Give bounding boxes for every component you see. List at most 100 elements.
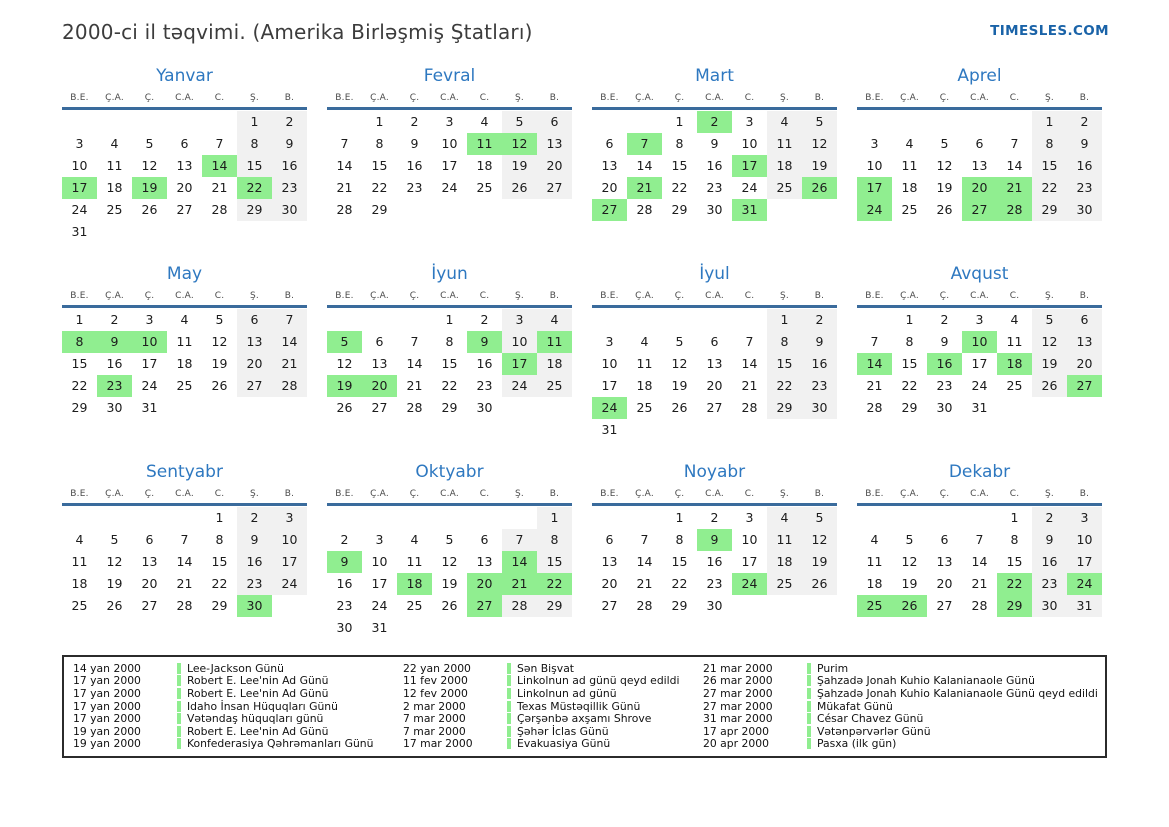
site-logo-link[interactable]: TIMESLES.COM [990, 23, 1109, 39]
day-cell: 28 [406, 400, 423, 415]
day-cell-empty [662, 309, 697, 331]
day-cell: 8 [1010, 532, 1019, 547]
weekday-label: B.E. [70, 489, 89, 499]
day-cell: 17 [441, 158, 458, 173]
month-title: Fevral [423, 66, 476, 86]
day-cell: 10 [71, 158, 88, 173]
month-title: Yanvar [156, 66, 213, 86]
legend-holiday-name: Vətəndaş hüquqları günü [187, 712, 324, 726]
day-cell: 21 [211, 180, 228, 195]
holiday-color-bar [807, 675, 811, 687]
day-cell: 14 [176, 554, 193, 569]
day-cell: 18 [636, 378, 653, 393]
legend-item: 17 yan 2000 Robert E. Lee'nin Ad Günü [73, 687, 403, 700]
day-cell: 14 [741, 356, 758, 371]
weekday-label: B. [814, 291, 825, 301]
day-cell: 28 [272, 375, 307, 397]
day-cell: 10 [601, 356, 618, 371]
weekday-label: B.E. [865, 489, 884, 499]
day-cell: 1 [905, 312, 914, 327]
day-cell: 3 [272, 507, 307, 529]
weekday-label: B. [1079, 489, 1090, 499]
day-cell: 27 [601, 598, 618, 613]
day-cell: 22 [71, 378, 88, 393]
legend-holiday-name: Şahzadə Jonah Kuhio Kalanianaole Günü [817, 674, 1035, 688]
day-cell: 29 [901, 400, 918, 415]
weekday-label: Ç. [674, 93, 685, 103]
day-cell: 12 [441, 554, 458, 569]
legend-item: 12 fev 2000 Linkolnun ad günü [403, 687, 703, 700]
legend-date: 19 yan 2000 [73, 737, 141, 751]
day-cell: 16 [336, 576, 353, 591]
legend-item: 7 mar 2000 Çərşənbə axşamı Shrove [403, 712, 703, 725]
day-cell: 5 [1032, 309, 1067, 331]
weekday-label: C. [744, 489, 755, 499]
day-cell-empty [767, 595, 802, 617]
month-title: Oktyabr [415, 462, 484, 482]
legend-holiday-name: Linkolnun ad günü [517, 686, 617, 700]
day-cell: 11 [71, 554, 88, 569]
month-block-5: May B.E. Ç.A. Ç. C.A. C. Ş. B. 1 2 3 4 5 6 7 8 9 10 11 12 13… [62, 264, 307, 419]
day-cell: 20 [601, 180, 618, 195]
weekday-label: C.A. [440, 291, 459, 301]
legend-holiday-name: Evakuasiya Günü [517, 737, 611, 751]
legend-holiday-name: Mükafat Günü [817, 699, 893, 713]
weekday-label: Ş. [780, 291, 789, 301]
day-cell-empty [467, 617, 502, 639]
weekday-label: Ş. [1045, 93, 1054, 103]
day-cell: 5 [802, 111, 837, 133]
day-cell: 3 [375, 532, 384, 547]
month-table: B.E. Ç.A. Ç. C.A. C. Ş. B. 1 2 3 4 5 6 7 8 9 10 11 12 13 14 1… [857, 489, 1102, 617]
legend-item: 19 yan 2000 Konfederasiya Qəhrəmanları Gü… [73, 737, 403, 751]
day-cell: 23 [237, 573, 272, 595]
day-cell-empty [502, 617, 537, 639]
month-title: İyun [431, 264, 468, 284]
day-cell-empty [237, 397, 272, 419]
day-cell: 22 [441, 378, 458, 393]
day-cell: 28 [336, 202, 353, 217]
day-cell: 13 [537, 133, 572, 155]
month-block-8: Avqust B.E. Ç.A. Ç. C.A. C. Ş. B. 1 2 3 4 5 6 7 8 9 10 11 1… [857, 264, 1102, 419]
day-cell: 7 [640, 532, 649, 547]
legend-date: 2 mar 2000 [403, 699, 466, 713]
legend-date: 17 yan 2000 [73, 686, 141, 700]
day-cell: 17 [1067, 551, 1102, 573]
weekday-label: B.E. [600, 489, 619, 499]
day-cell: 15 [211, 554, 228, 569]
weekday-rule [62, 305, 307, 308]
holiday-color-bar [507, 738, 511, 750]
month-table: B.E. Ç.A. Ç. C.A. C. Ş. B. 1 2 3 4 5 6 7 8 9 10 11 12 13 14 1… [62, 489, 307, 617]
weekday-label: C.A. [175, 489, 194, 499]
weekday-label: B.E. [865, 291, 884, 301]
day-cell-holiday: 2 [697, 111, 732, 133]
day-cell: 12 [671, 356, 688, 371]
month-table: B.E. Ç.A. Ç. C.A. C. Ş. B. 1 2 3 4 5 6 7 8 9 10 11 12 13 14 1… [857, 93, 1102, 221]
holiday-color-bar [807, 725, 811, 737]
day-cell: 23 [476, 378, 493, 393]
day-cell: 19 [936, 180, 953, 195]
day-cell: 6 [375, 334, 384, 349]
day-cell: 22 [767, 375, 802, 397]
day-cell: 18 [71, 576, 88, 591]
day-cell: 7 [180, 532, 189, 547]
legend-date: 17 yan 2000 [73, 712, 141, 726]
day-cell: 6 [710, 334, 719, 349]
holiday-color-bar [507, 675, 511, 687]
day-cell-empty [272, 221, 307, 243]
day-cell: 7 [1010, 136, 1019, 151]
day-cell: 28 [636, 202, 653, 217]
day-cell: 20 [537, 155, 572, 177]
day-cell: 30 [802, 397, 837, 419]
day-cell: 29 [1032, 199, 1067, 221]
weekday-rule [327, 107, 572, 110]
day-cell: 18 [767, 155, 802, 177]
day-cell-empty [202, 397, 237, 419]
day-cell: 21 [636, 576, 653, 591]
day-cell: 7 [272, 309, 307, 331]
weekday-label: B.E. [70, 291, 89, 301]
day-cell-empty [132, 221, 167, 243]
day-cell-holiday: 26 [892, 595, 927, 617]
day-cell-empty [397, 507, 432, 529]
day-cell-empty [997, 397, 1032, 419]
weekday-label: Ç.A. [105, 291, 124, 301]
